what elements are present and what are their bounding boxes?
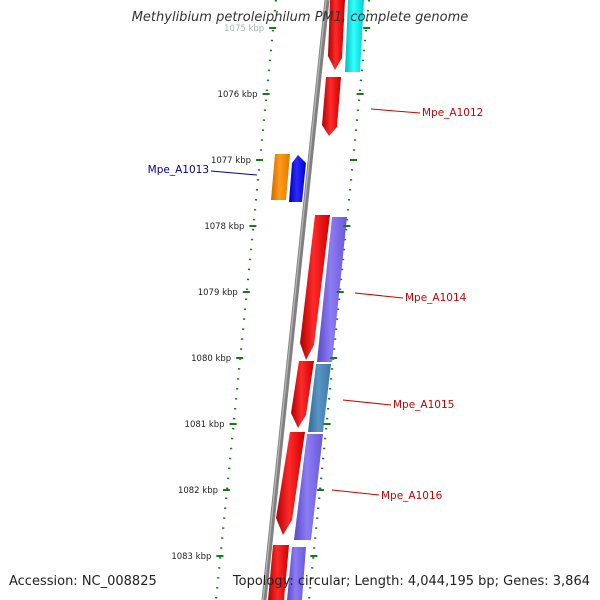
tick-1077: 1077 kbp xyxy=(211,156,357,166)
gene-feature-red-mpe-a1015 xyxy=(291,361,314,428)
tick-label: 1076 kbp xyxy=(218,90,258,100)
connector-mpe-a1015 xyxy=(342,399,392,406)
gene-label-mpe-a1014[interactable]: Mpe_A1014 xyxy=(405,292,467,304)
tick-1083: 1083 kbp xyxy=(171,552,318,562)
gene-feature-purple-mpe-a1014 xyxy=(317,217,347,362)
map-title: Methylibium petroleiphilum PM1, complete… xyxy=(131,10,469,25)
tick-1082: 1082 kbp xyxy=(178,486,324,496)
left-ruler-dots xyxy=(214,0,278,600)
tick-1078: 1078 kbp xyxy=(204,222,351,232)
gene-feature-steel-mpe-a1015 xyxy=(308,364,331,432)
topology-text: Topology: circular; Length: 4,044,195 bp… xyxy=(232,574,590,589)
gene-feature-purple-mpe-a1016 xyxy=(294,434,323,540)
tick-1080: 1080 kbp xyxy=(191,354,338,364)
gene-label-mpe-a1015[interactable]: Mpe_A1015 xyxy=(393,399,454,411)
tick-label: 1080 kbp xyxy=(191,354,231,364)
tick-label: 1082 kbp xyxy=(178,486,218,496)
tick-label: 1077 kbp xyxy=(211,156,251,166)
gene-feature-red-2 xyxy=(268,545,289,600)
gene-feature-red-mpe-a1016 xyxy=(276,432,305,535)
tick-1075: 1075 kbp xyxy=(224,24,371,34)
tick-1081: 1081 kbp xyxy=(185,420,331,430)
connector-mpe-a1012 xyxy=(370,108,421,114)
tick-label: 1083 kbp xyxy=(171,552,211,562)
tick-1079: 1079 kbp xyxy=(198,288,344,298)
tick-label: 1075 kbp xyxy=(224,24,264,34)
right-ruler-dots xyxy=(307,0,371,600)
connector-mpe-a1014 xyxy=(354,292,404,299)
connector-mpe-a1013 xyxy=(210,170,258,176)
genome-backbone-highlight xyxy=(262,0,327,600)
tick-label: 1081 kbp xyxy=(185,420,225,430)
gene-feature-red-mpe-a1014 xyxy=(300,215,330,360)
kbp-ticks: 1075 kbp 1076 kbp 1077 kbp 1078 kbp 1079 kbp… xyxy=(171,24,371,562)
gene-feature-red-1 xyxy=(328,0,345,70)
connector-mpe-a1016 xyxy=(331,489,380,496)
gene-feature-purple-2 xyxy=(287,547,306,600)
gene-labels: Mpe_A1012 Mpe_A1013 Mpe_A1014 Mpe_A1015 Mpe_… xyxy=(148,107,484,502)
gene-feature-blue-mpe-a1013 xyxy=(289,155,306,202)
tick-label: 1079 kbp xyxy=(198,288,238,298)
gene-label-mpe-a1013[interactable]: Mpe_A1013 xyxy=(148,164,209,176)
tick-1076: 1076 kbp xyxy=(218,90,364,100)
tick-label: 1078 kbp xyxy=(204,222,244,232)
genome-backbone xyxy=(261,0,330,600)
gene-feature-orange-mpe-a1013 xyxy=(271,154,290,200)
gene-feature-red-mpe-a1012 xyxy=(322,77,341,136)
accession-text: Accession: NC_008825 xyxy=(9,574,157,589)
gene-label-mpe-a1016[interactable]: Mpe_A1016 xyxy=(381,490,443,502)
gene-label-mpe-a1012[interactable]: Mpe_A1012 xyxy=(422,107,483,119)
gene-feature-cyan-1 xyxy=(345,0,364,72)
